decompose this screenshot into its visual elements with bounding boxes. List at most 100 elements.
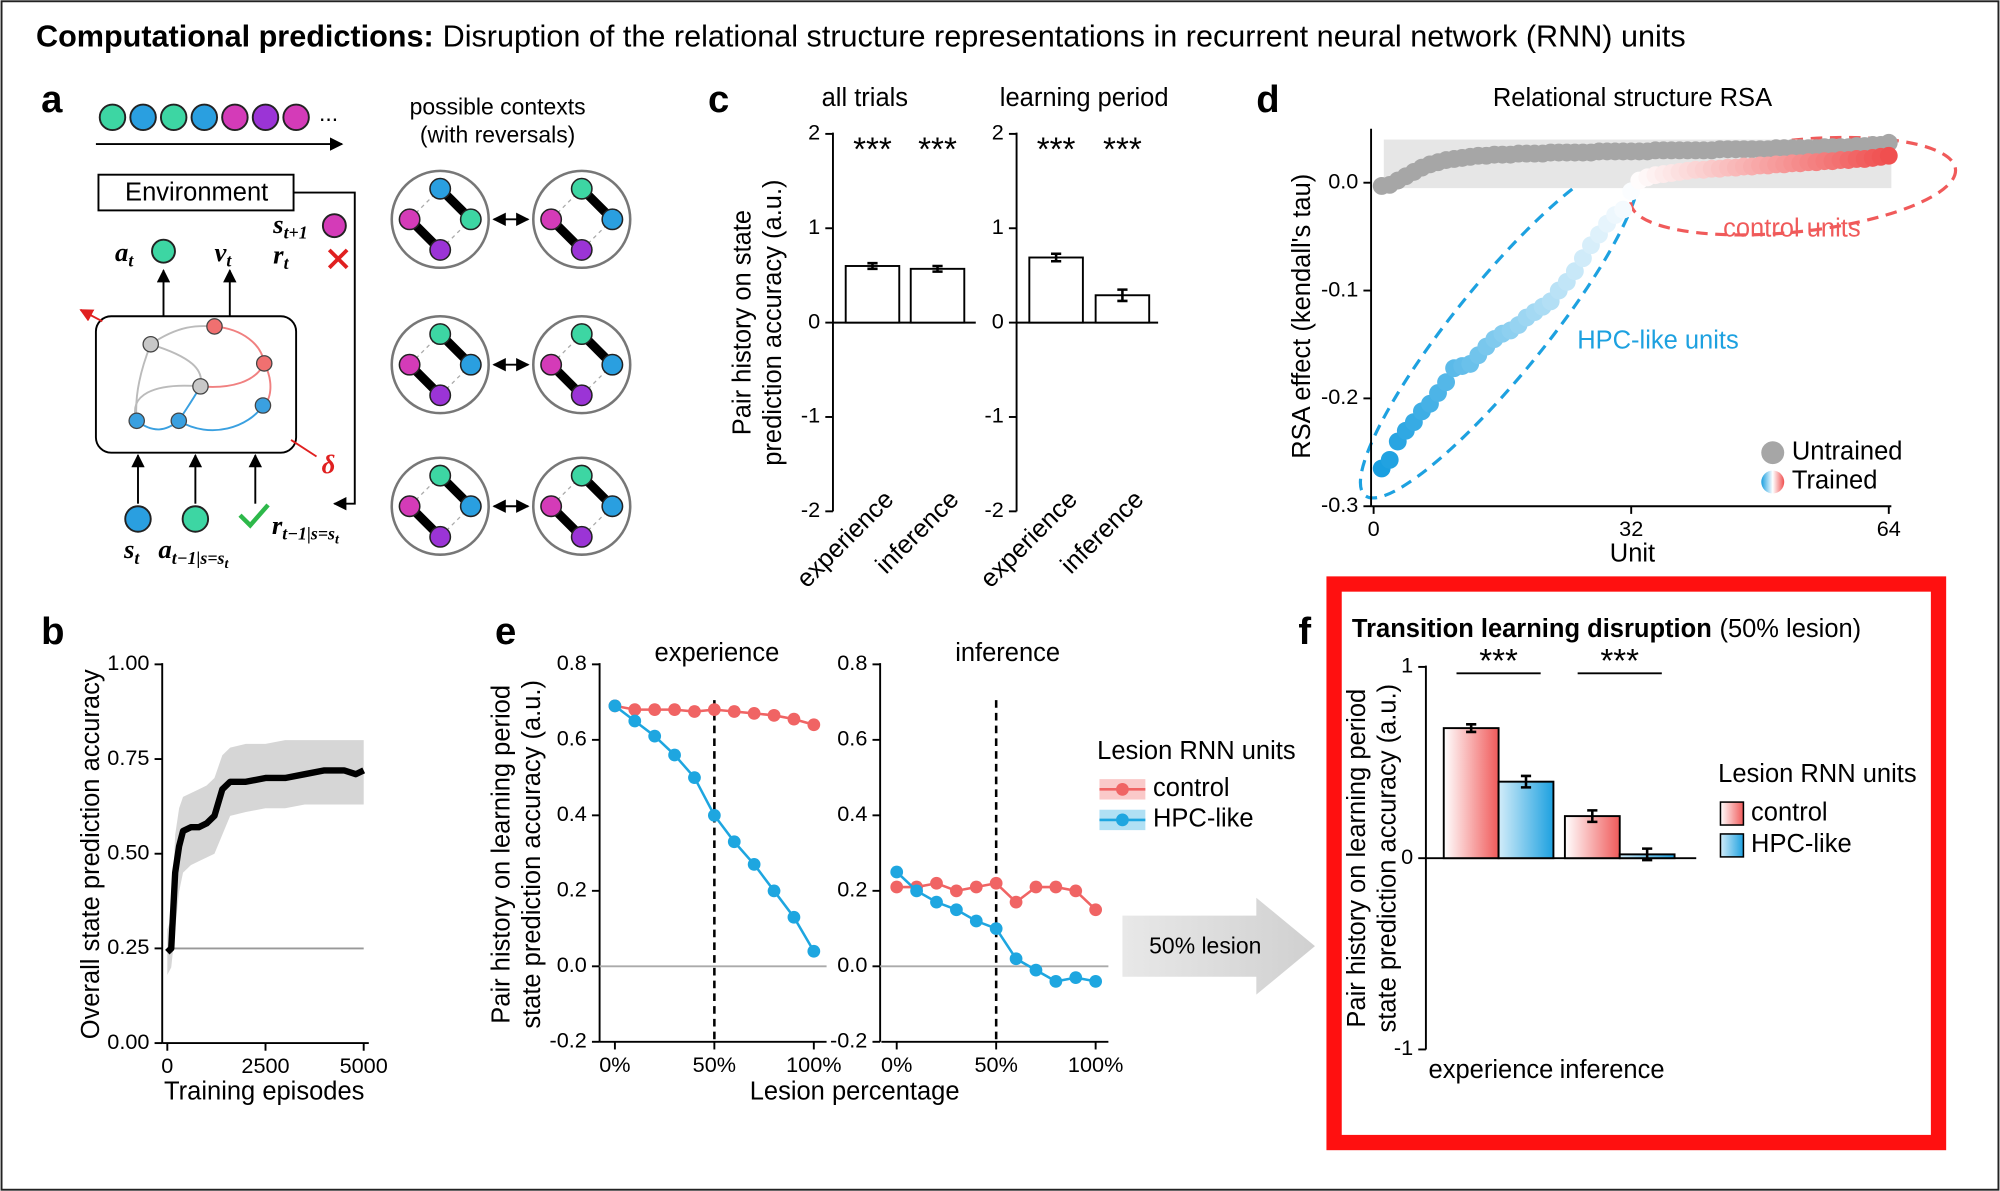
y-tick-label: 0.00 xyxy=(107,1029,149,1054)
context-node xyxy=(570,238,593,261)
point xyxy=(608,699,622,713)
x-tick-label: 0 xyxy=(1368,516,1380,541)
panel-label: b xyxy=(41,610,64,653)
symbol-part: t xyxy=(128,251,134,271)
error-bar xyxy=(1520,774,1532,789)
context-circle xyxy=(390,456,490,556)
point xyxy=(890,865,904,879)
legend-marker xyxy=(1761,470,1785,494)
x-tick-label: 100% xyxy=(786,1052,841,1077)
symbol-part: a xyxy=(158,534,171,564)
diagram-panel: a ... Environment xyxy=(41,78,632,556)
y-tick-label: 2 xyxy=(992,120,1004,145)
point xyxy=(890,880,904,894)
point xyxy=(787,712,801,726)
x-axis-label: Lesion percentage xyxy=(750,1078,960,1106)
y-tick-label: 0 xyxy=(1401,844,1413,869)
point xyxy=(688,705,701,718)
symbol: at xyxy=(115,237,134,271)
point xyxy=(930,876,943,890)
title-bold: Transition learning disruption xyxy=(1352,615,1712,643)
y-axis-label: prediction accuracy (a.u.) xyxy=(759,179,787,465)
context-node xyxy=(429,323,452,346)
point xyxy=(1029,963,1043,977)
y-tick-label: 2 xyxy=(808,120,820,145)
next-state-node xyxy=(321,213,347,239)
error-bar xyxy=(1051,252,1062,263)
y-axis-label: Overall state prediction accuracy xyxy=(77,669,105,1039)
y-tick-label: 0.50 xyxy=(107,839,149,864)
symbol-part: a xyxy=(115,237,128,267)
context-node xyxy=(398,495,421,518)
update-arrow xyxy=(79,309,103,323)
symbol-part: t−1|s=s xyxy=(172,548,225,568)
point xyxy=(668,703,681,717)
error-bar xyxy=(1466,723,1477,734)
context-node xyxy=(398,208,421,231)
symbol: rt−1|s=st xyxy=(272,510,340,548)
environment-label: Environment xyxy=(125,179,268,207)
point xyxy=(930,895,943,909)
contexts xyxy=(390,169,632,556)
x-tick-label: 50% xyxy=(974,1052,1017,1077)
symbol: st+1 xyxy=(272,209,307,243)
context-node xyxy=(570,525,593,548)
point xyxy=(1614,200,1633,219)
y-tick-label: 0.25 xyxy=(107,934,149,959)
x-tick-label: 0 xyxy=(161,1053,173,1078)
y-tick-label: 0.0 xyxy=(1328,168,1358,193)
error-bar xyxy=(867,261,878,271)
y-tick-label: -0.2 xyxy=(550,1028,587,1053)
context-node xyxy=(398,353,421,376)
panel-label: c xyxy=(708,78,729,121)
point xyxy=(1049,880,1063,894)
x-axis-label: Unit xyxy=(1610,539,1655,567)
legend-title: Lesion RNN units xyxy=(1718,760,1916,788)
point xyxy=(1380,450,1399,469)
significance: *** xyxy=(918,131,957,168)
symbol-part: t xyxy=(226,251,232,271)
y-axis-label: Pair history on learning period xyxy=(487,685,515,1024)
context-node xyxy=(601,208,624,231)
sequence-more: ... xyxy=(319,100,338,126)
point xyxy=(628,703,642,717)
legend-point xyxy=(1116,782,1129,796)
sequence xyxy=(98,103,310,132)
symbol: at−1|s=st xyxy=(158,534,229,572)
significance: *** xyxy=(1479,643,1518,680)
point xyxy=(767,884,781,898)
figure-title: Computational predictions: Disruption of … xyxy=(36,19,1686,53)
y-tick-label: 0.6 xyxy=(557,726,587,751)
context-node xyxy=(459,208,482,231)
y-tick-label: 0.8 xyxy=(557,650,587,675)
y-tick-label: 1 xyxy=(808,214,820,239)
point xyxy=(648,703,662,717)
x-tick-label: inference xyxy=(1560,1056,1665,1084)
y-tick-label: 0 xyxy=(992,308,1004,333)
y-tick-label: 0.8 xyxy=(837,650,867,675)
line xyxy=(165,767,366,955)
contexts-title: (with reversals) xyxy=(420,122,576,148)
point xyxy=(807,718,821,732)
chart-title: learning period xyxy=(1000,84,1169,112)
context-circle xyxy=(390,314,490,415)
symbol: vt xyxy=(215,237,233,271)
lesion-arrow xyxy=(1122,897,1315,995)
y-tick-label: 1 xyxy=(1401,653,1413,678)
error-bar xyxy=(1642,847,1653,862)
x-tick-label: 2500 xyxy=(241,1053,289,1078)
delta-line xyxy=(290,439,318,458)
bar xyxy=(1442,727,1500,860)
environment-box xyxy=(97,173,295,212)
point xyxy=(1879,133,1898,152)
context-node xyxy=(459,495,482,518)
y-tick-label: -0.3 xyxy=(1321,492,1358,517)
point xyxy=(628,714,642,728)
point xyxy=(747,858,761,871)
context-circle xyxy=(532,456,632,556)
point xyxy=(727,835,741,849)
x-tick-label: 5000 xyxy=(340,1053,388,1078)
y-axis-label: Pair history on learning period xyxy=(1343,689,1371,1028)
action-node xyxy=(151,238,176,264)
legend-swatch xyxy=(1719,833,1745,858)
